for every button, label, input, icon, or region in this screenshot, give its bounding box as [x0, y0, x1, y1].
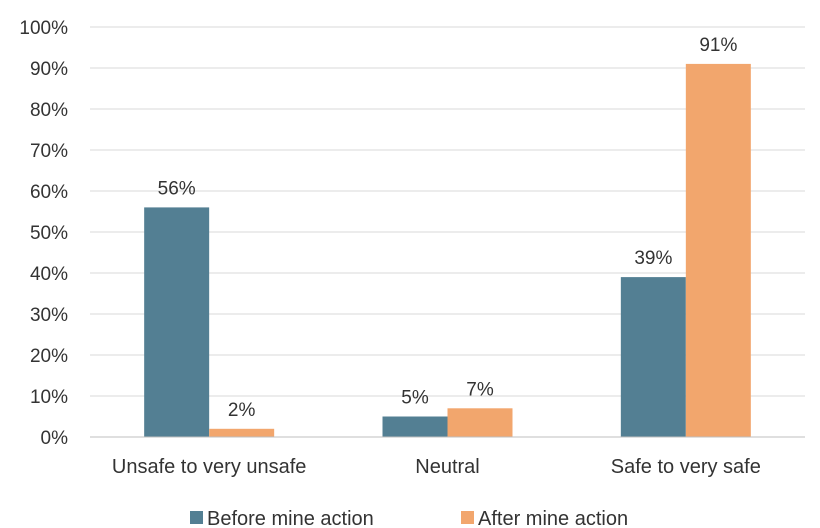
y-tick-label: 40%	[30, 264, 68, 285]
bars	[144, 63, 751, 438]
legend-label: Before mine action	[207, 508, 374, 528]
y-tick-label: 60%	[30, 182, 68, 203]
y-tick-label: 100%	[19, 18, 68, 39]
bar-before-1	[382, 416, 448, 437]
x-axis-category-labels: Unsafe to very unsafe Neutral Safe to very…	[112, 456, 761, 478]
x-category-label: Neutral	[415, 456, 479, 478]
data-label: 2%	[228, 400, 256, 421]
x-category-label: Safe to very safe	[611, 456, 761, 478]
bar-after-0	[209, 428, 275, 437]
data-labels: 56% 2% 5% 7% 39% 91%	[158, 35, 738, 421]
bar-after-1	[447, 408, 513, 437]
legend: Before mine action After mine action	[190, 508, 628, 528]
legend-swatch	[190, 511, 203, 524]
data-label: 5%	[401, 388, 429, 409]
legend-label: After mine action	[478, 508, 628, 528]
data-label: 56%	[158, 178, 196, 199]
y-tick-label: 50%	[30, 223, 68, 244]
y-tick-label: 20%	[30, 346, 68, 367]
y-tick-label: 0%	[41, 428, 69, 449]
y-axis-tick-labels: 0% 10% 20% 30% 40% 50% 60% 70% 80% 90% 100%	[19, 18, 68, 449]
bar-before-0	[144, 207, 210, 437]
data-label: 91%	[699, 35, 737, 56]
y-tick-label: 10%	[30, 387, 68, 408]
data-label: 39%	[634, 248, 672, 269]
y-tick-label: 30%	[30, 305, 68, 326]
x-category-label: Unsafe to very unsafe	[112, 456, 307, 478]
y-tick-label: 70%	[30, 141, 68, 162]
y-tick-label: 80%	[30, 100, 68, 121]
bar-before-2	[620, 277, 686, 437]
bar-after-2	[685, 63, 751, 438]
data-label: 7%	[466, 379, 494, 400]
legend-swatch	[461, 511, 474, 524]
y-tick-label: 90%	[30, 59, 68, 80]
